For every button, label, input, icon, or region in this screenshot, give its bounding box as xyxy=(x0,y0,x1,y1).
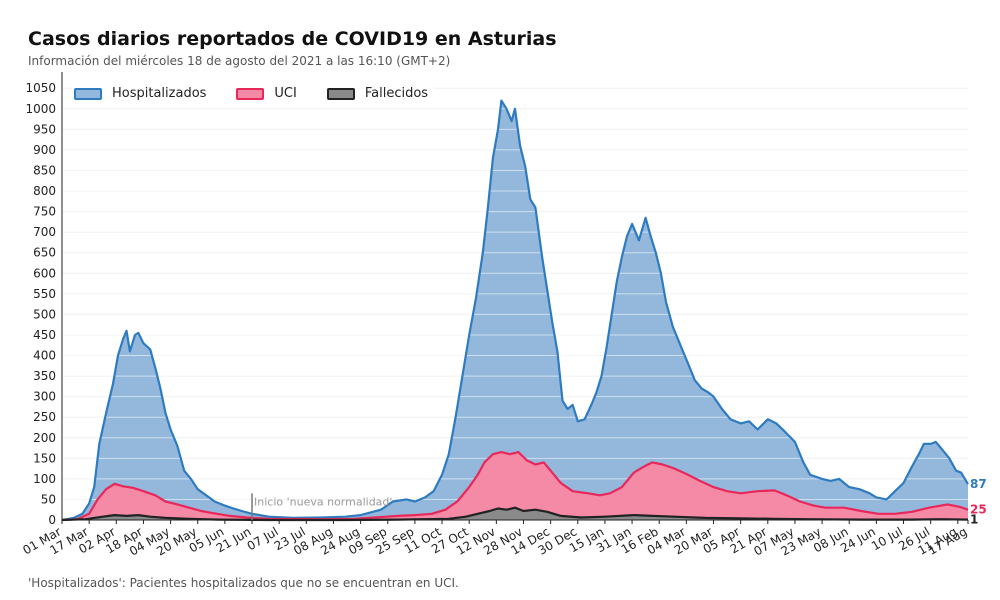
legend-swatch-fallecidos xyxy=(326,87,355,100)
end-label-uci: 25 xyxy=(970,503,987,517)
legend-label-hospitalizados: Hospitalizados xyxy=(112,86,207,101)
y-tick-label: 400 xyxy=(33,349,56,363)
chart-subtitle: Información del miércoles 18 de agosto d… xyxy=(28,54,451,68)
chart-title: Casos diarios reportados de COVID19 en A… xyxy=(28,28,557,50)
end-label-hospitalizados: 87 xyxy=(970,477,987,491)
y-tick-label: 300 xyxy=(33,390,56,404)
annotation-label: Inicio 'nueva normalidad' xyxy=(254,495,392,508)
line-uci xyxy=(61,451,969,522)
legend-label-fallecidos: Fallecidos xyxy=(364,86,429,101)
y-tick-label: 850 xyxy=(33,163,56,177)
legend-swatch-hospitalizados xyxy=(74,87,102,100)
y-tick-label: 1000 xyxy=(25,102,56,116)
chart-footnote: 'Hospitalizados': Pacientes hospitalizad… xyxy=(28,576,459,590)
y-tick-label: 650 xyxy=(33,246,56,260)
y-tick-label: 750 xyxy=(33,205,56,219)
y-tick-label: 700 xyxy=(33,225,56,239)
y-tick-label: 200 xyxy=(33,431,56,445)
y-tick-label: 600 xyxy=(33,266,56,280)
legend-swatch-uci xyxy=(236,87,265,100)
y-tick-label: 1050 xyxy=(25,81,56,95)
end-label-fallecidos: 1 xyxy=(970,513,978,527)
y-tick-label: 100 xyxy=(33,472,56,486)
y-tick-label: 50 xyxy=(41,492,56,506)
line-fallecidos xyxy=(61,506,969,522)
y-tick-label: 250 xyxy=(33,410,56,424)
area-hospitalizados xyxy=(62,100,968,520)
legend-label-uci: UCI xyxy=(274,86,297,101)
y-tick-label: 950 xyxy=(33,122,56,136)
y-tick-label: 350 xyxy=(33,369,56,383)
chart-legend: Hospitalizados UCI Fallecidos xyxy=(72,84,435,103)
legend-item-uci[interactable]: UCI xyxy=(236,86,297,101)
legend-item-hospitalizados[interactable]: Hospitalizados xyxy=(74,86,206,101)
y-tick-label: 150 xyxy=(33,451,56,465)
y-tick-label: 550 xyxy=(33,287,56,301)
y-tick-label: 0 xyxy=(48,513,56,527)
line-hospitalizados xyxy=(61,99,969,522)
area-fallecidos xyxy=(62,507,968,520)
y-tick-label: 800 xyxy=(33,184,56,198)
legend-item-fallecidos[interactable]: Fallecidos xyxy=(326,86,429,101)
y-tick-label: 500 xyxy=(33,307,56,321)
y-tick-label: 450 xyxy=(33,328,56,342)
y-tick-label: 900 xyxy=(33,143,56,157)
area-uci xyxy=(62,452,968,520)
